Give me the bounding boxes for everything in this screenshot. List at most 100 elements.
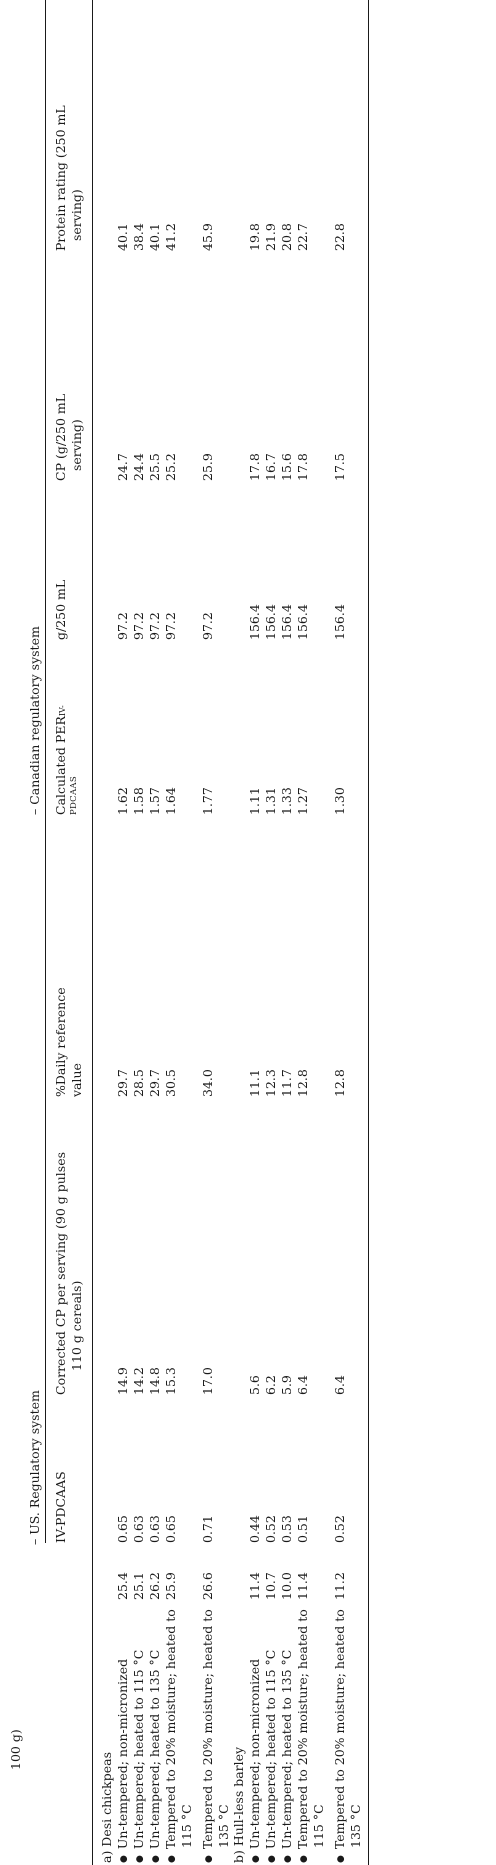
cell-per: 1.57 — [147, 787, 163, 815]
cell-protein-rating: 45.9 — [200, 223, 216, 251]
row-label-continuation: 115 °C — [179, 1804, 195, 1848]
cell-per: 1.64 — [163, 787, 179, 815]
cell-daily-ref: 29.7 — [115, 1069, 131, 1097]
row-label: Tempered to 20% moisture; heated to — [295, 1609, 311, 1863]
col-header-daily-ref-line1: %Daily reference — [53, 987, 69, 1097]
cell-g250: 156.4 — [332, 604, 348, 640]
cell-per: 1.11 — [247, 787, 263, 815]
section-title-hull-less-barley: b) Hull-less barley — [231, 1747, 247, 1863]
cell-cp250: 25.5 — [147, 453, 163, 481]
cell-protein-rating: 22.7 — [295, 223, 311, 251]
cell-g250: 97.2 — [163, 612, 179, 640]
row-label: Un-tempered; heated to 135 °C — [279, 1650, 295, 1863]
cell-cp250: 15.6 — [279, 453, 295, 481]
col-header-g250: g/250 mL — [53, 580, 69, 640]
cell-cp250: 17.5 — [332, 453, 348, 481]
col-header-cp250-line2: serving) — [69, 394, 85, 481]
header-bottom-rule — [92, 0, 93, 1865]
cell-corrected-cp: 6.4 — [332, 1375, 348, 1395]
canadian-regulatory-group-header: – Canadian regulatory system — [27, 626, 43, 815]
cell-cp: 25.1 — [131, 1572, 147, 1600]
cell-corrected-cp: 5.9 — [279, 1375, 295, 1395]
row-label: Un-tempered; heated to 115 °C — [131, 1650, 147, 1863]
col-header-protein-rating-line2: serving) — [69, 105, 85, 251]
canadian-group-rule — [45, 0, 46, 815]
col-header-corrected-cp: Corrected CP per serving (90 g pulses 11… — [53, 1152, 84, 1395]
cell-corrected-cp: 14.2 — [131, 1367, 147, 1395]
cell-cp: 26.6 — [200, 1572, 216, 1600]
cell-ivpdcaas: 0.65 — [163, 1515, 179, 1543]
col-header-protein-rating-line1: Protein rating (250 mL — [53, 105, 69, 251]
cell-g250: 97.2 — [147, 612, 163, 640]
cell-corrected-cp: 6.2 — [263, 1375, 279, 1395]
row-label-continuation: 135 °C — [216, 1804, 232, 1848]
cell-g250: 97.2 — [200, 612, 216, 640]
cell-cp: 25.4 — [115, 1572, 131, 1600]
col-header-cp250: CP (g/250 mL serving) — [53, 394, 84, 481]
col-header-cp250-line1: CP (g/250 mL — [53, 394, 69, 481]
cell-per: 1.31 — [263, 787, 279, 815]
cell-g250: 97.2 — [115, 612, 131, 640]
cell-corrected-cp: 14.8 — [147, 1367, 163, 1395]
cell-protein-rating: 20.8 — [279, 223, 295, 251]
cell-ivpdcaas: 0.52 — [263, 1515, 279, 1543]
cell-protein-rating: 41.2 — [163, 223, 179, 251]
cell-daily-ref: 28.5 — [131, 1069, 147, 1097]
cell-cp250: 25.9 — [200, 453, 216, 481]
cell-daily-ref: 29.7 — [147, 1069, 163, 1097]
col-header-ivpdcaas: IV-PDCAAS — [53, 1471, 69, 1543]
col-header-per-main: Calculated PER — [53, 716, 68, 815]
cell-corrected-cp: 14.9 — [115, 1367, 131, 1395]
col-header-protein-rating: Protein rating (250 mL serving) — [53, 105, 84, 251]
col-header-per: Calculated PERIV- PDCAAS — [53, 705, 79, 815]
cell-g250: 156.4 — [295, 604, 311, 640]
cell-per: 1.30 — [332, 787, 348, 815]
col-header-corrected-cp-line2: 110 g cereals) — [69, 1152, 85, 1395]
cell-cp: 25.9 — [163, 1572, 179, 1600]
cell-cp: 11.4 — [247, 1572, 263, 1600]
cell-ivpdcaas: 0.53 — [279, 1515, 295, 1543]
row-label: Un-tempered; non-micronized — [247, 1659, 263, 1863]
cell-g250: 156.4 — [279, 604, 295, 640]
cell-per: 1.62 — [115, 787, 131, 815]
cell-protein-rating: 40.1 — [115, 223, 131, 251]
row-label-continuation: 135 °C — [348, 1804, 364, 1848]
cell-daily-ref: 30.5 — [163, 1069, 179, 1097]
cell-g250: 156.4 — [263, 604, 279, 640]
col-header-per-line2: PDCAAS — [69, 705, 80, 815]
cell-protein-rating: 19.8 — [247, 223, 263, 251]
row-label: Un-tempered; heated to 115 °C — [263, 1650, 279, 1863]
cell-daily-ref: 12.3 — [263, 1069, 279, 1097]
row-label: Un-tempered; heated to 135 °C — [147, 1650, 163, 1863]
cell-corrected-cp: 5.6 — [247, 1375, 263, 1395]
col-header-daily-ref: %Daily reference value — [53, 987, 84, 1097]
table-bottom-rule — [368, 0, 369, 1865]
cell-cp: 11.4 — [295, 1572, 311, 1600]
row-label: Tempered to 20% moisture; heated to — [163, 1609, 179, 1863]
cell-ivpdcaas: 0.52 — [332, 1515, 348, 1543]
cell-ivpdcaas: 0.63 — [131, 1515, 147, 1543]
cell-protein-rating: 40.1 — [147, 223, 163, 251]
cell-per: 1.33 — [279, 787, 295, 815]
col-header-corrected-cp-line1: Corrected CP per serving (90 g pulses — [53, 1152, 69, 1395]
cell-ivpdcaas: 0.51 — [295, 1515, 311, 1543]
row-label-continuation: 115 °C — [311, 1804, 327, 1848]
us-regulatory-group-header: – US. Regulatory system — [27, 1390, 43, 1545]
col-header-per-line1: Calculated PERIV- — [53, 705, 69, 815]
cp-unit-tail: 100 g) — [8, 1729, 24, 1770]
cell-ivpdcaas: 0.44 — [247, 1515, 263, 1543]
row-label: Un-tempered; non-micronized — [115, 1659, 131, 1863]
col-header-daily-ref-line2: value — [69, 987, 85, 1097]
cell-per: 1.27 — [295, 787, 311, 815]
cell-protein-rating: 21.9 — [263, 223, 279, 251]
cell-cp250: 16.7 — [263, 453, 279, 481]
cell-cp250: 17.8 — [247, 453, 263, 481]
cell-per: 1.58 — [131, 787, 147, 815]
cell-g250: 156.4 — [247, 604, 263, 640]
cell-cp250: 24.7 — [115, 453, 131, 481]
cell-daily-ref: 11.7 — [279, 1069, 295, 1097]
cell-cp250: 17.8 — [295, 453, 311, 481]
cell-daily-ref: 11.1 — [247, 1069, 263, 1097]
